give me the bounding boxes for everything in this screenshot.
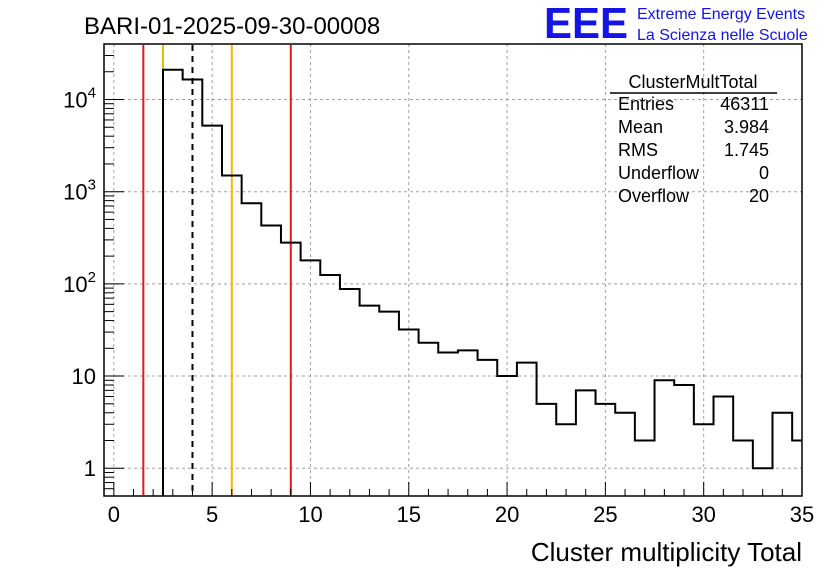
x-axis-label: Cluster multiplicity Total [531, 537, 802, 567]
stats-title: ClusterMultTotal [628, 72, 757, 92]
stats-value: 3.984 [724, 117, 769, 137]
x-tick-label: 30 [691, 502, 715, 527]
x-tick-label: 25 [593, 502, 617, 527]
stats-value: 0 [759, 163, 769, 183]
x-tick-labels: 0 5 10 15 20 25 30 35 [108, 502, 815, 527]
grid-layer [104, 44, 803, 496]
chart-title: BARI-01-2025-09-30-00008 [84, 13, 380, 40]
x-tick-label: 5 [206, 502, 218, 527]
x-tick-label: 15 [397, 502, 421, 527]
y-tick-label: 10 [72, 364, 96, 389]
stats-value: 20 [749, 186, 769, 206]
logo-line1: Extreme Energy Events [637, 6, 805, 23]
stats-label: Underflow [618, 163, 700, 183]
x-tick-label: 20 [495, 502, 519, 527]
y-tick-label: 102 [63, 269, 96, 297]
y-tick-label: 1 [84, 456, 96, 481]
logo-line2: La Scienza nelle Scuole [637, 27, 808, 44]
stats-rows: Entries 46311 Mean 3.984 RMS 1.745 Underflow 0 O… [618, 94, 769, 206]
stats-label: RMS [618, 140, 658, 160]
eee-logo: EEE Extreme Energy Events La Scienza nel… [544, 0, 808, 48]
x-tick-label: 0 [108, 502, 120, 527]
stats-label: Overflow [618, 186, 690, 206]
histogram-outline [161, 68, 802, 496]
stats-value: 46311 [720, 94, 769, 114]
stats-value: 1.745 [724, 140, 769, 160]
tick-layer [104, 43, 803, 497]
x-tick-label: 10 [298, 502, 322, 527]
stats-label: Entries [618, 94, 674, 114]
y-tick-labels: 1 10 102 103 104 [63, 85, 96, 482]
histogram-layer [161, 68, 802, 496]
y-tick-label: 103 [63, 177, 96, 205]
y-tick-label: 104 [63, 85, 96, 113]
plot-frame [103, 43, 803, 497]
eee-logo-mark: EEE [544, 0, 628, 48]
x-tick-label: 35 [790, 502, 814, 527]
stats-box: ClusterMultTotal Entries 46311 Mean 3.984 RM… [610, 72, 777, 206]
stats-label: Mean [618, 117, 663, 137]
